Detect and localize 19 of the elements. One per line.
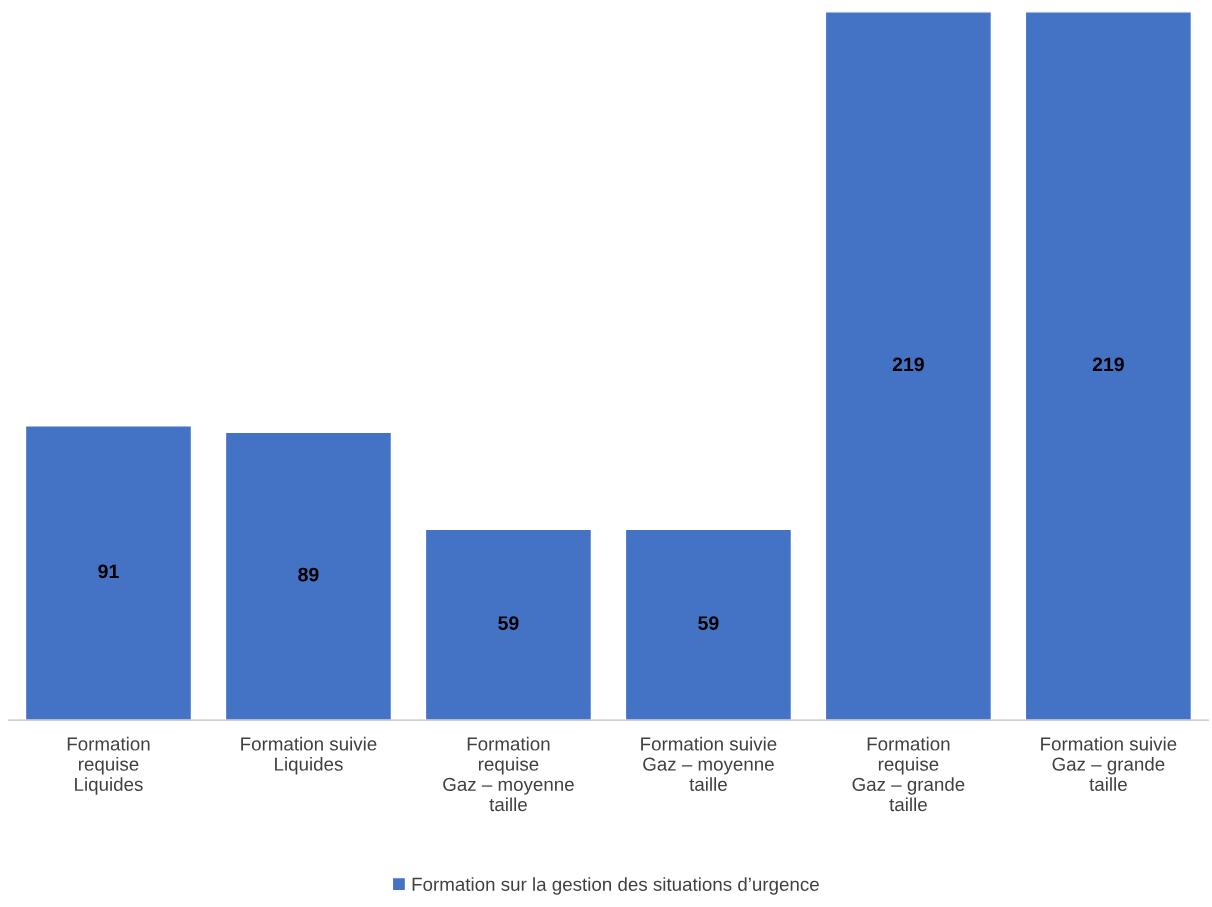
x-tick-label: Formation suivie Liquides xyxy=(241,736,377,775)
data-label: 59 xyxy=(698,616,719,630)
bar xyxy=(24,425,193,721)
data-label: 219 xyxy=(892,357,924,372)
legend-label: Formation sur la gestion des situations d’urgence xyxy=(412,877,819,895)
data-label: 89 xyxy=(298,567,319,582)
data-label: 219 xyxy=(1092,357,1124,372)
bar xyxy=(1024,11,1193,721)
bar xyxy=(224,431,393,721)
x-tick-label: Formation requise Gaz – grande taille xyxy=(852,736,965,812)
bar xyxy=(424,528,593,721)
bar xyxy=(824,11,993,721)
data-label: 91 xyxy=(98,564,119,579)
data-label: 59 xyxy=(498,616,519,630)
x-tick-label: Formation requise Gaz – moyenne taille xyxy=(443,736,574,812)
x-tick-label: Formation suivie Gaz – grande taille xyxy=(1041,736,1177,791)
x-tick-label: Formation suivie Gaz – moyenne taille xyxy=(641,736,777,791)
bar xyxy=(624,528,793,721)
x-tick-label: Formation requise Liquides xyxy=(67,736,150,795)
